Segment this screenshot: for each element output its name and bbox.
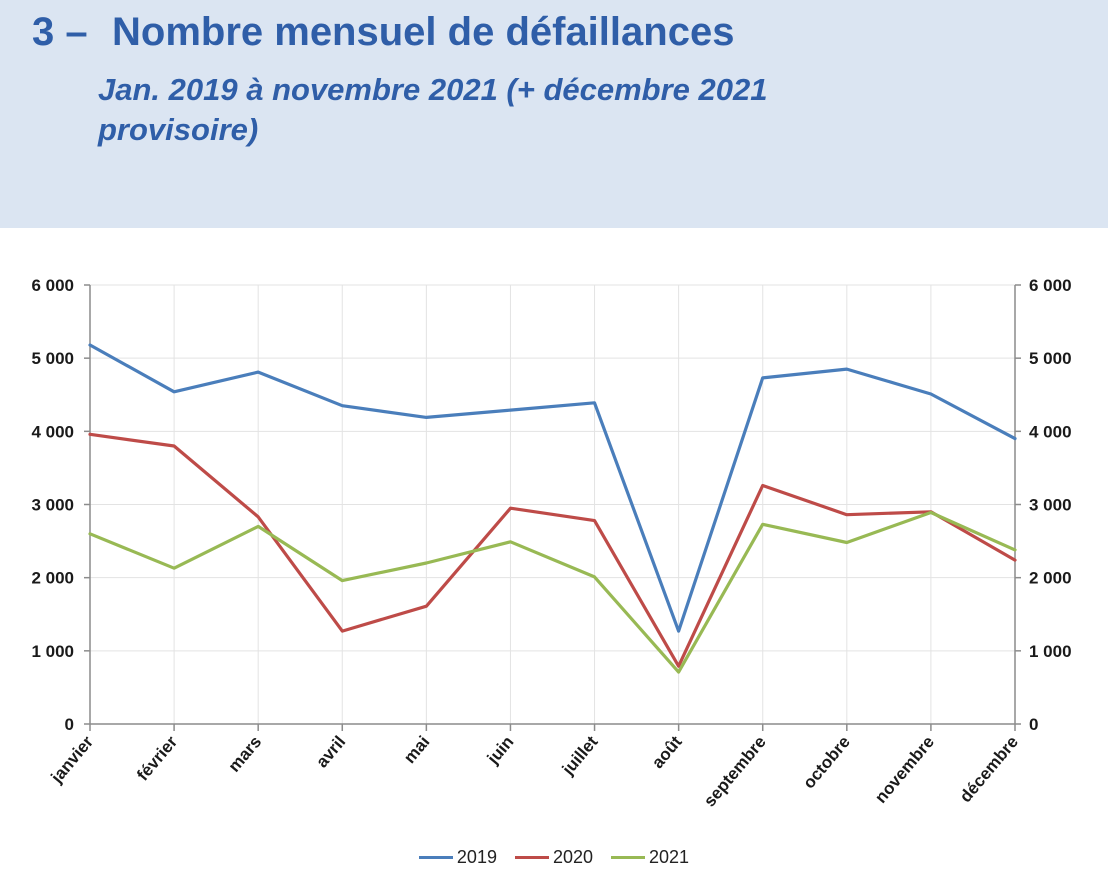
y-tick-label-right: 2 000 [1029, 569, 1072, 588]
legend-label: 2019 [456, 847, 497, 867]
x-tick-label: novembre [871, 732, 938, 806]
y-tick-label-left: 6 000 [31, 276, 74, 295]
y-tick-label-right: 0 [1029, 715, 1038, 734]
chart-legend: 2019 2020 2021 [0, 847, 1108, 868]
y-tick-label-left: 4 000 [31, 422, 74, 441]
x-tick-label: septembre [700, 732, 770, 810]
legend-swatch [611, 856, 646, 859]
page-subtitle: Jan. 2019 à novembre 2021 (+ décembre 20… [98, 72, 768, 147]
header-band [0, 0, 1108, 228]
title-text: Nombre mensuel de défaillances [112, 10, 735, 54]
series-line-2021 [88, 510, 1017, 674]
y-tick-label-right: 1 000 [1029, 642, 1072, 661]
legend-label: 2020 [552, 847, 594, 867]
x-tick-label: mai [400, 732, 433, 767]
line-chart: 0 0 1 000 1 000 2 000 2 000 3 000 3 000 4 000 4 0… [31, 276, 1072, 810]
x-tick-label: avril [312, 732, 349, 771]
title-number: 3 – [32, 10, 88, 54]
x-tick-label: mars [225, 732, 266, 775]
y-tick-label-right: 4 000 [1029, 422, 1072, 441]
y-tick-label-right: 3 000 [1029, 496, 1072, 515]
legend-swatch [418, 856, 453, 859]
y-tick-label-left: 2 000 [31, 569, 74, 588]
page-title: 3 – Nombre mensuel de défaillances [32, 10, 734, 55]
y-tick-label-left: 0 [65, 715, 74, 734]
legend-swatch [514, 856, 549, 859]
x-tick-label: juin [483, 732, 518, 768]
x-tick-label: février [133, 732, 181, 784]
legend-item-2020: 2020 [514, 847, 594, 868]
x-tick-label: décembre [956, 732, 1022, 806]
x-tick-label: janvier [47, 732, 98, 787]
x-tick-label: août [648, 732, 686, 772]
series-line-2019 [88, 343, 1017, 633]
legend-item-2019: 2019 [418, 847, 497, 868]
y-tick-label-left: 5 000 [31, 349, 74, 368]
legend-label: 2021 [649, 847, 690, 867]
x-tick-label: juillet [558, 732, 602, 779]
x-tick-label: octobre [799, 732, 854, 792]
y-tick-label-right: 5 000 [1029, 349, 1072, 368]
y-tick-label-left: 3 000 [31, 496, 74, 515]
series-line-2020 [88, 432, 1017, 668]
legend-item-2021: 2021 [611, 847, 689, 868]
y-tick-label-left: 1 000 [31, 642, 74, 661]
y-tick-label-right: 6 000 [1029, 276, 1072, 295]
